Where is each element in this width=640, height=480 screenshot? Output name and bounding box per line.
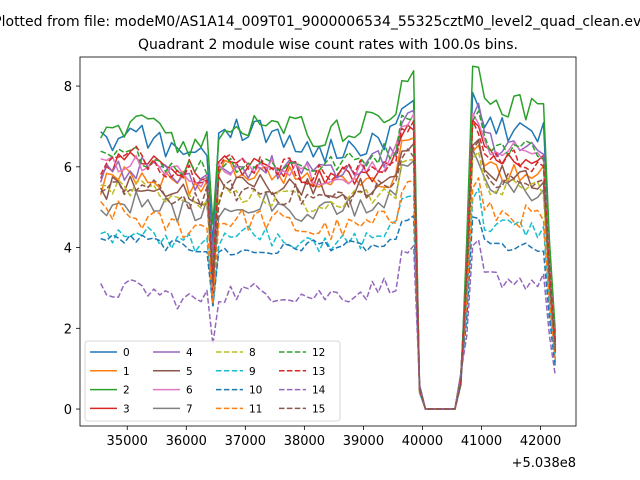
y-tick-label: 8 (64, 80, 72, 95)
series-line-10 (100, 215, 557, 410)
legend-label-8: 8 (249, 347, 256, 359)
legend-label-0: 0 (123, 347, 130, 359)
series-line-4 (99, 102, 557, 410)
legend-label-4: 4 (186, 347, 193, 359)
series-line-7 (100, 148, 557, 410)
legend-label-10: 10 (249, 385, 262, 397)
legend-box (84, 340, 341, 422)
legend-label-13: 13 (312, 366, 325, 378)
legend-label-9: 9 (249, 366, 256, 378)
legend-label-1: 1 (123, 366, 130, 378)
y-tick-label: 2 (64, 322, 72, 337)
legend-label-12: 12 (312, 347, 325, 359)
series-line-2 (100, 65, 557, 410)
axes: 35000 36000 37000 38000 39000 40000 41000 42000… (64, 80, 562, 449)
series-line-14 (100, 239, 557, 410)
plot-frame (79, 56, 577, 427)
y-tick-label: 4 (64, 242, 72, 257)
figure-suptitle: Plotted from file: modeM0/AS1A14_009T01_… (0, 14, 640, 30)
y-tick-label: 6 (64, 161, 72, 176)
x-tick-label: 37000 (225, 434, 266, 449)
series-line-13 (100, 119, 557, 410)
series-line-8 (100, 151, 557, 410)
series-line-9 (100, 187, 557, 410)
x-tick-label: 39000 (343, 434, 384, 449)
series-line-15 (100, 140, 557, 410)
legend-label-2: 2 (123, 385, 130, 397)
legend-label-14: 14 (312, 385, 326, 397)
x-offset-label: +5.038e8 (512, 456, 576, 471)
legend-label-11: 11 (249, 403, 262, 415)
x-tick-label: 40000 (402, 434, 443, 449)
legend-label-5: 5 (186, 366, 193, 378)
series-line-12 (100, 110, 557, 410)
legend-label-3: 3 (123, 403, 130, 415)
x-tick-label: 42000 (520, 434, 561, 449)
legend-label-7: 7 (186, 403, 193, 415)
y-tick-label: 0 (64, 403, 72, 418)
series-line-6 (100, 112, 557, 410)
series-line-11 (100, 177, 557, 410)
x-tick-label: 41000 (461, 434, 502, 449)
x-tick-label: 36000 (166, 434, 207, 449)
chart-title: Quadrant 2 module wise count rates with … (138, 37, 518, 53)
legend-label-6: 6 (186, 385, 193, 397)
x-tick-label: 35000 (107, 434, 148, 449)
legend-label-15: 15 (312, 403, 325, 415)
plot-series-layer (99, 65, 557, 410)
x-tick-label: 38000 (284, 434, 325, 449)
